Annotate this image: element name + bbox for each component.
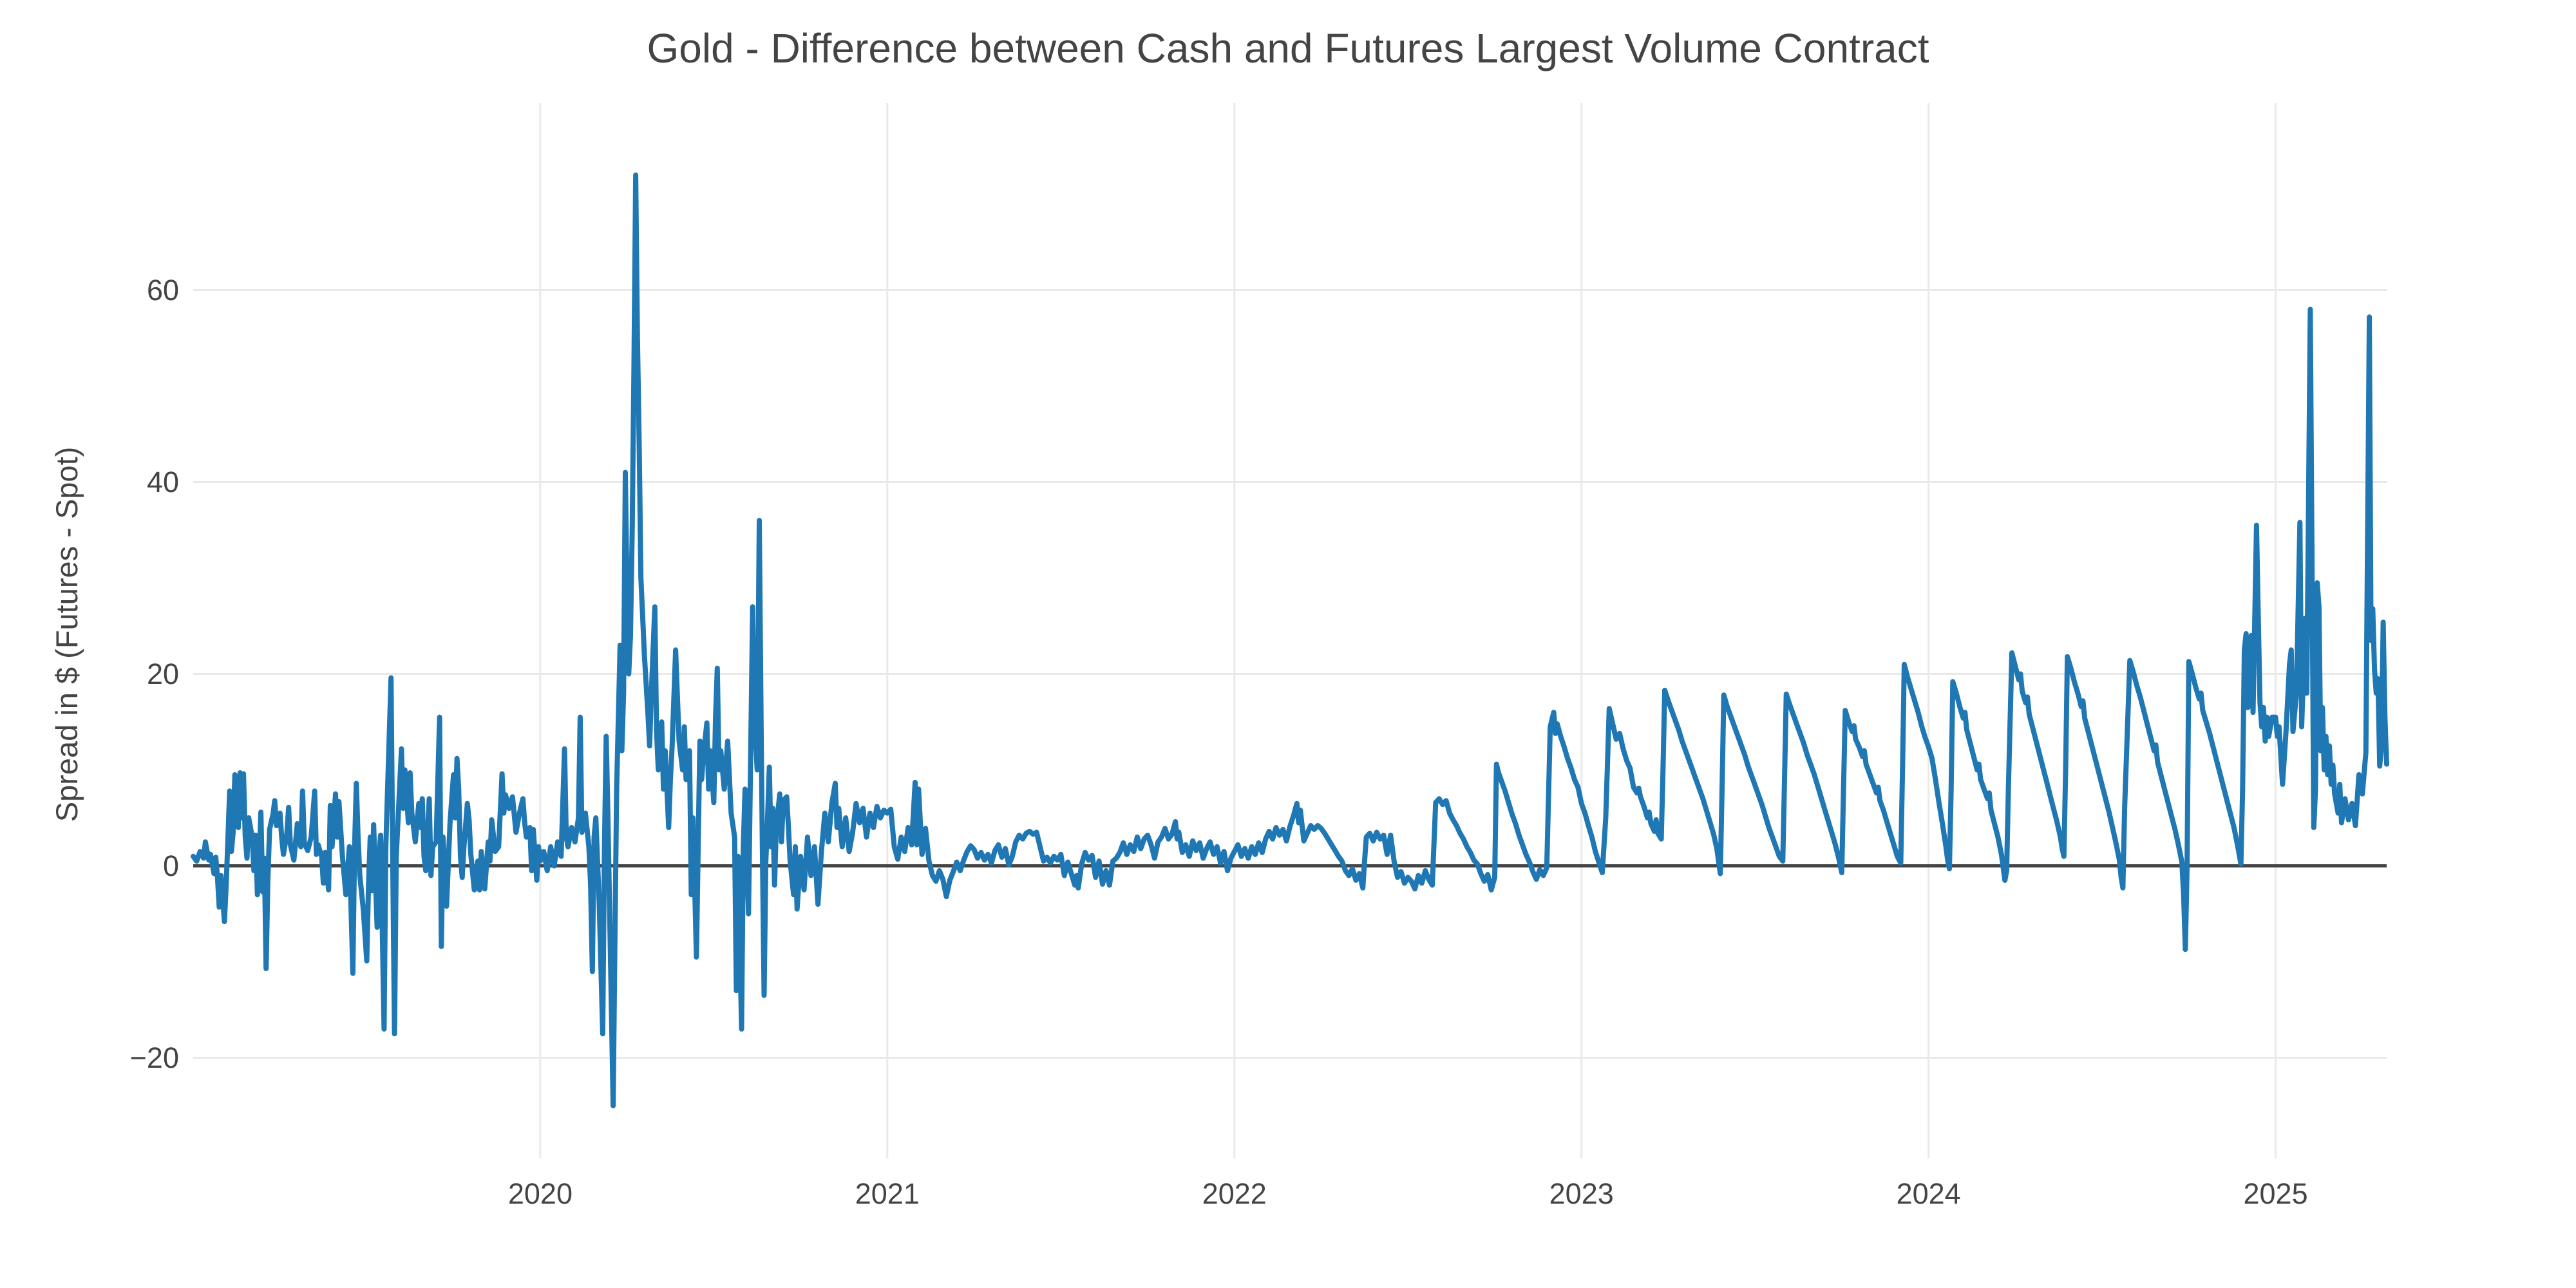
y-tick-label: 60 <box>147 274 179 307</box>
x-tick-label: 2024 <box>1897 1177 1961 1210</box>
x-axis-tick-labels: 2020 2021 2022 2023 2024 2025 <box>508 1177 2308 1210</box>
y-tick-label: −20 <box>130 1041 179 1074</box>
y-axis-tick-labels: −20 0 20 40 60 <box>130 274 179 1074</box>
x-tick-label: 2025 <box>2243 1177 2307 1210</box>
x-tick-label: 2020 <box>508 1177 573 1210</box>
x-tick-label: 2023 <box>1549 1177 1614 1210</box>
x-tick-label: 2021 <box>855 1177 920 1210</box>
x-tick-label: 2022 <box>1202 1177 1267 1210</box>
y-tick-label: 20 <box>147 658 179 690</box>
spread-line-series <box>191 172 2389 1108</box>
y-tick-label: 0 <box>163 849 179 882</box>
chart-title: Gold - Difference between Cash and Futur… <box>647 25 1929 71</box>
y-tick-label: 40 <box>147 466 179 498</box>
y-axis-title: Spread in $ (Futures - Spot) <box>50 447 84 822</box>
gridlines <box>193 103 2387 1159</box>
